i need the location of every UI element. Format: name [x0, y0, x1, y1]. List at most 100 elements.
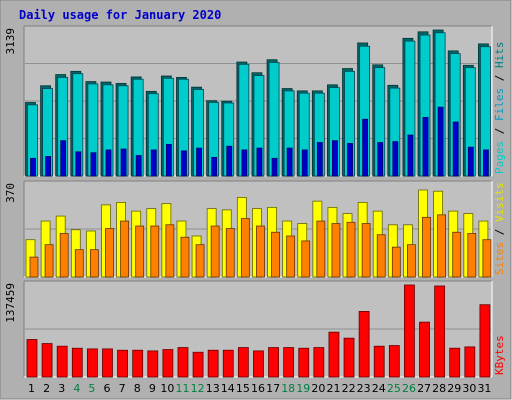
x-tick-label: 24	[372, 382, 386, 395]
y-max-label: 137459	[4, 283, 17, 323]
pages-bar	[316, 142, 323, 177]
legend-entry: Files	[493, 88, 506, 121]
kbytes-bar	[26, 339, 38, 378]
kbytes-bar	[222, 349, 234, 378]
legend-entry: KBytes	[493, 335, 506, 375]
sites-bar	[437, 214, 447, 278]
sites-bar	[195, 244, 205, 278]
kbytes-bar	[388, 345, 400, 378]
legend-entry: Pages	[493, 141, 506, 174]
kbytes-bar	[71, 347, 83, 378]
sites-bar	[407, 244, 416, 278]
pages-bar	[196, 147, 202, 177]
kbytes-bar	[328, 331, 340, 378]
x-tick-label: 30	[462, 382, 476, 395]
sites-bar	[316, 220, 326, 278]
kbytes-bar	[56, 345, 68, 378]
x-tick-label: 10	[160, 382, 174, 395]
sites-bar	[361, 223, 371, 278]
kbytes-bar	[192, 351, 204, 378]
pages-bar	[105, 149, 112, 177]
kbytes-bar	[434, 285, 446, 378]
x-tick-label: 3	[58, 382, 65, 395]
kbytes-bar	[479, 304, 491, 378]
pages-bar	[256, 147, 263, 177]
pages-bar	[286, 147, 293, 177]
kbytes-bar	[207, 349, 219, 378]
pages-bar	[45, 156, 51, 177]
kbytes-bar	[86, 348, 98, 378]
pages-bar	[271, 157, 278, 177]
x-tick-label: 8	[134, 382, 141, 395]
x-tick-label: 16	[251, 382, 265, 395]
kbytes-bar	[117, 349, 128, 378]
sites-bar	[467, 233, 477, 278]
y-max-label: 370	[4, 183, 17, 203]
sites-bar	[74, 249, 84, 278]
sites-bar	[452, 231, 462, 278]
kbytes-bar	[132, 349, 144, 378]
x-tick-label: 14	[221, 382, 235, 395]
x-tick-label: 21	[326, 382, 340, 395]
sites-bar	[301, 240, 311, 278]
x-tick-label: 19	[296, 382, 310, 395]
pages-bar	[332, 140, 338, 177]
kbytes-bar	[41, 343, 53, 378]
kbytes-bar	[147, 350, 159, 378]
pages-bar	[60, 140, 67, 177]
kbytes-bar	[464, 346, 476, 378]
sites-bar	[105, 228, 114, 278]
legend-entry: Sites	[493, 242, 506, 275]
series-legend: KBytes	[493, 335, 506, 375]
pages-bar	[90, 152, 97, 177]
pages-bar	[452, 121, 459, 177]
x-tick-label: 2	[43, 382, 50, 395]
legend-entry: Hits	[493, 42, 506, 69]
pages-bar	[211, 156, 218, 177]
pages-bar	[120, 148, 127, 177]
pages-bar	[135, 155, 142, 177]
kbytes-bar	[283, 347, 295, 378]
pages-bar	[362, 118, 369, 177]
x-tick-label: 28	[432, 382, 446, 395]
kbytes-bar	[343, 337, 355, 378]
sites-bar	[29, 256, 39, 278]
sites-bar	[376, 234, 386, 278]
sites-bar	[59, 233, 69, 278]
pages-bar	[392, 141, 399, 177]
x-tick-label: 25	[387, 382, 401, 395]
kbytes-bar	[177, 347, 189, 378]
sites-bar	[180, 236, 190, 278]
pages-bar	[301, 149, 308, 177]
sites-bar	[256, 225, 265, 278]
sites-bar	[331, 223, 341, 278]
y-max-label: 3139	[4, 28, 17, 55]
x-tick-label: 29	[447, 382, 461, 395]
sites-bar	[286, 235, 296, 278]
pages-bar	[226, 145, 233, 177]
pages-bar	[75, 151, 82, 177]
x-tick-label: 22	[342, 382, 356, 395]
x-tick-label: 23	[357, 382, 371, 395]
panel-3: 137459 KBytes	[4, 280, 506, 378]
x-tick-label: 11	[176, 382, 190, 395]
kbytes-bar	[162, 349, 174, 378]
x-tick-label: 27	[417, 382, 431, 395]
x-tick-label: 17	[266, 382, 280, 395]
kbytes-bar	[449, 347, 461, 378]
sites-bar	[240, 218, 250, 278]
sites-bar	[271, 231, 280, 278]
kbytes-bar	[253, 350, 264, 378]
pages-bar	[150, 149, 157, 177]
panel-1: 3139 Pages / Files / Hits	[4, 25, 506, 177]
kbytes-bar	[419, 321, 430, 378]
legend-entry: /	[493, 222, 506, 242]
x-tick-label: 7	[119, 382, 126, 395]
sites-bar	[482, 239, 492, 278]
sites-bar	[422, 216, 431, 278]
pages-bar	[30, 157, 36, 177]
sites-bar	[44, 244, 54, 278]
x-tick-label: 26	[402, 382, 416, 395]
pages-bar	[437, 106, 444, 177]
